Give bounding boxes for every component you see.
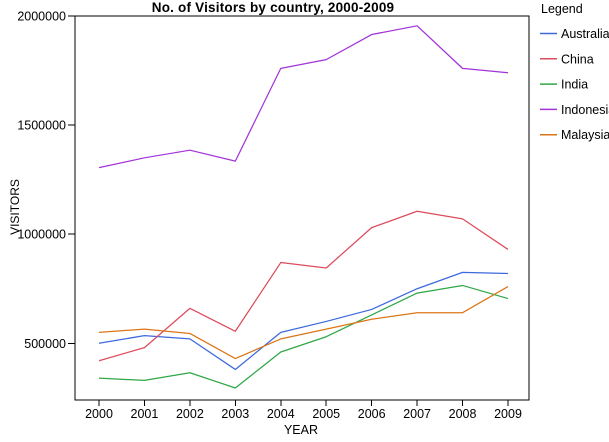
x-tick-label: 2007 [403,407,431,421]
y-tick-label: 1000000 [17,228,66,242]
x-tick-label: 2000 [85,407,113,421]
x-tick-label: 2008 [449,407,477,421]
series-line-china [98,210,509,362]
x-tick-label: 2009 [494,407,522,421]
x-tick-label: 2006 [358,407,386,421]
plot-border [74,15,530,401]
x-tick-label: 2004 [267,407,295,421]
x-tick-label: 2002 [176,407,204,421]
x-tick-label: 2003 [221,407,249,421]
series-line-indonesia [98,25,509,169]
series-line-malaysia [98,286,509,360]
legend-label-malaysia: Malaysia [561,128,609,142]
x-tick-label: 2005 [312,407,340,421]
series-line-india [98,284,509,389]
y-tick-label: 1500000 [17,119,66,133]
x-tick-label: 2001 [131,407,159,421]
chart-title: No. of Visitors by country, 2000-2009 [151,0,395,15]
legend-label-china: China [561,52,594,66]
legend-title: Legend [541,2,583,16]
y-tick-label: 2000000 [17,10,66,24]
legend-label-australia: Australia [561,27,609,41]
x-axis-title: YEAR [283,423,319,437]
series-line-australia [98,271,509,371]
y-tick-label: 500000 [24,337,66,351]
legend-label-india: India [561,78,588,92]
legend-label-indonesia: Indonesia [561,103,609,117]
